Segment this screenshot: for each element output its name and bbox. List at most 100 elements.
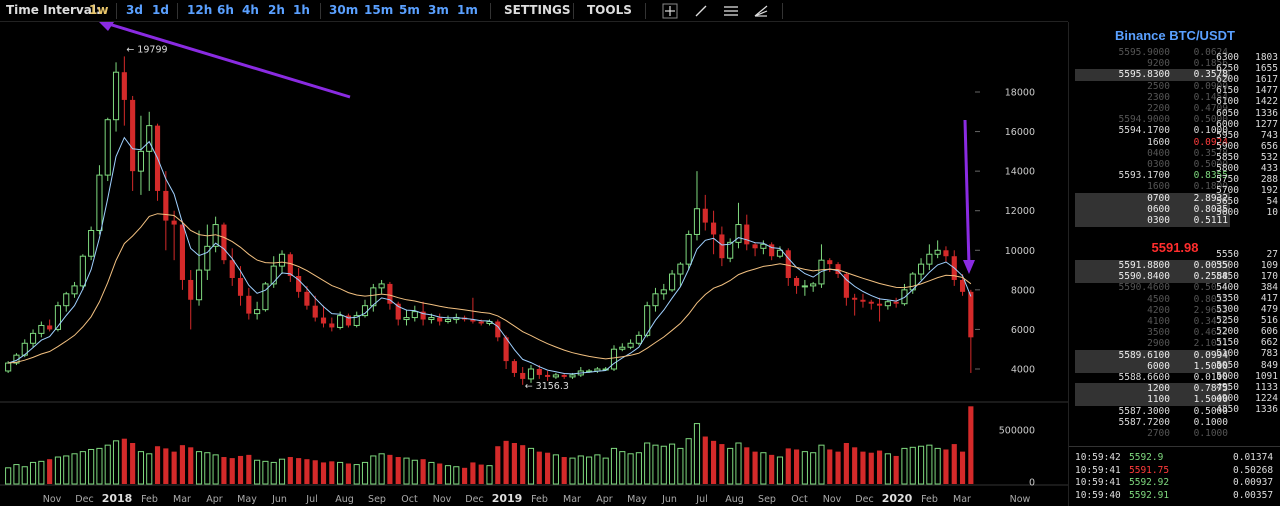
interval-6h[interactable]: 6h <box>217 3 234 17</box>
depth-price: 6100 <box>1216 96 1239 108</box>
interval-5m[interactable]: 5m <box>399 3 420 17</box>
price-chart[interactable]: 4000 6000 8000 10000 12000 14000 16000 18000 500… <box>0 22 1068 506</box>
volume-bar <box>262 460 269 485</box>
candle-body <box>610 348 618 370</box>
bid-row: 5587.3000 0.5000 <box>1075 406 1230 418</box>
candle-body <box>852 297 858 300</box>
volume-bar <box>221 457 227 484</box>
toolbar-divider <box>645 3 646 19</box>
x-tick-label: Sep <box>758 494 776 505</box>
ask-row: 9200 0.1856 <box>1075 58 1230 70</box>
trade-price: 5591.75 <box>1129 464 1170 476</box>
candle-body <box>827 260 833 265</box>
candle-body <box>968 291 974 338</box>
volume-bar <box>63 455 70 485</box>
volume-bar <box>669 443 676 485</box>
depth-price: 5800 <box>1216 163 1239 174</box>
volume-bar <box>337 461 344 485</box>
orderbook-amount: 0.0900 <box>1193 80 1228 92</box>
y-tick-label: 16000 <box>1005 127 1035 138</box>
ask-row: 2500 0.0900 <box>1075 81 1230 93</box>
volume-bar <box>395 457 401 484</box>
ask-row: 1600 0.0924 <box>1075 137 1230 149</box>
interval-1h[interactable]: 1h <box>293 3 310 17</box>
candle-body <box>776 249 784 257</box>
interval-1w[interactable]: 1w <box>89 3 109 17</box>
interval-1d[interactable]: 1d <box>152 3 169 17</box>
volume-bar <box>137 451 145 485</box>
volume-bar <box>71 453 78 485</box>
candle-body <box>296 276 302 292</box>
trade-time: 10:59:41 <box>1075 464 1121 476</box>
x-tick-label: Oct <box>401 494 418 505</box>
trade-amount: 0.50268 <box>1233 464 1274 476</box>
interval-4h[interactable]: 4h <box>242 3 259 17</box>
depth-amount: 384 <box>1260 281 1278 293</box>
candle-body <box>96 174 103 232</box>
volume-bar <box>735 442 742 485</box>
orderbook-price: 1600 <box>1147 136 1170 148</box>
volume-bar <box>29 461 37 485</box>
toolbar-divider <box>490 3 491 19</box>
time-interval-label: Time Interval: <box>6 3 101 17</box>
volume-bar <box>79 451 86 485</box>
depth-price: 5400 <box>1216 281 1239 293</box>
interval-3m[interactable]: 3m <box>428 3 449 17</box>
orderbook-price: 4500 <box>1147 293 1170 305</box>
interval-12h[interactable]: 12h <box>187 3 213 17</box>
depth-amount: 743 <box>1260 129 1278 141</box>
volume-bar <box>835 451 841 484</box>
tools-button[interactable]: TOOLS <box>587 3 632 17</box>
y-tick-label: 8000 <box>1011 285 1035 296</box>
volume-bar <box>212 454 219 485</box>
depth-price: 5850 <box>1216 151 1239 163</box>
depth-amount: 783 <box>1260 348 1278 360</box>
ask-row: 0300 0.5000 <box>1075 159 1230 171</box>
volume-bar <box>296 458 302 484</box>
orderbook-amount: 0.7875 <box>1193 383 1228 395</box>
crosshair-icon[interactable] <box>661 3 679 19</box>
volume-bar <box>843 443 849 484</box>
volume-bar <box>968 406 974 484</box>
volume-bar <box>527 447 535 485</box>
orderbook-amount: 0.0994 <box>1193 349 1228 361</box>
depth-amount: 433 <box>1260 163 1278 174</box>
volume-bar <box>403 457 410 485</box>
depth-price: 6050 <box>1216 107 1239 119</box>
candle-body <box>137 150 145 172</box>
interval-30m[interactable]: 30m <box>329 3 359 17</box>
fan-tool-icon[interactable] <box>752 3 770 19</box>
candle-body <box>677 263 684 275</box>
interval-3d[interactable]: 3d <box>126 3 143 17</box>
orderbook-price: 2200 <box>1147 103 1170 114</box>
candle-body <box>503 337 509 362</box>
x-tick-label: Feb <box>921 494 938 505</box>
x-tick-label: May <box>237 494 257 505</box>
orderbook-amount: 2.9662 <box>1193 304 1228 316</box>
horizontal-lines-icon[interactable] <box>722 3 740 19</box>
settings-button[interactable]: SETTINGS <box>504 3 571 17</box>
volume-tick-label: 0 <box>1029 478 1035 489</box>
volume-bar <box>312 460 318 484</box>
volume-bar <box>420 459 426 484</box>
candle-body <box>278 253 286 267</box>
volume-bar <box>619 451 626 485</box>
volume-bar <box>594 454 601 485</box>
volume-bar <box>229 458 235 484</box>
volume-bar <box>536 451 542 484</box>
orderbook-price: 0700 <box>1147 192 1170 204</box>
interval-1m[interactable]: 1m <box>457 3 478 17</box>
volume-bar <box>586 456 593 485</box>
interval-15m[interactable]: 15m <box>364 3 394 17</box>
bid-row: 5590.8400 0.2588 <box>1075 271 1230 284</box>
volume-bar <box>711 440 717 484</box>
toolbar: Time Interval: 1w 3d 1d 12h 6h 4h 2h 1h … <box>0 0 1068 22</box>
interval-2h[interactable]: 2h <box>268 3 285 17</box>
depth-price: 6000 <box>1216 118 1239 130</box>
orderbook-amount: 0.0035 <box>1193 260 1228 271</box>
volume-bar <box>304 459 310 484</box>
volume-bar <box>188 447 194 484</box>
orderbook-amount: 0.1856 <box>1193 58 1228 70</box>
orderbook-price: 2700 <box>1147 428 1170 439</box>
line-tool-icon[interactable] <box>692 3 710 19</box>
